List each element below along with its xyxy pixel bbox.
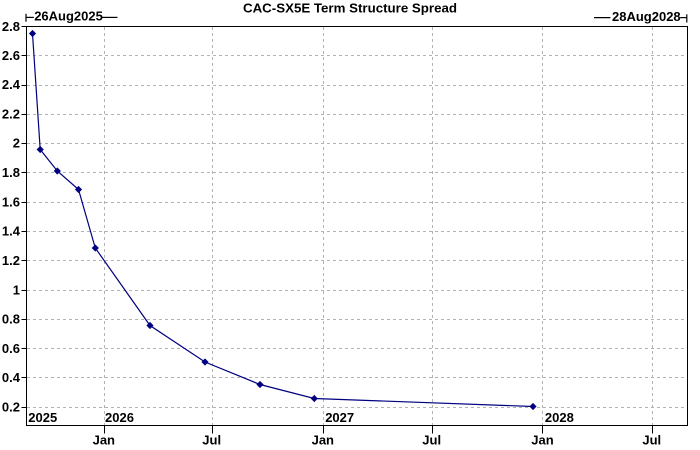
svg-text:2.8: 2.8	[2, 19, 20, 34]
svg-text:2028: 2028	[545, 410, 574, 425]
svg-text:Jul: Jul	[422, 433, 441, 448]
svg-text:2.4: 2.4	[2, 77, 21, 92]
svg-text:2027: 2027	[325, 410, 354, 425]
svg-text:Jul: Jul	[642, 433, 661, 448]
svg-text:0.4: 0.4	[2, 370, 21, 385]
svg-text:Jan: Jan	[93, 433, 115, 448]
svg-text:2.2: 2.2	[2, 106, 20, 121]
svg-text:Jan: Jan	[312, 433, 334, 448]
svg-text:1.8: 1.8	[2, 165, 20, 180]
svg-text:26Aug2025: 26Aug2025	[34, 9, 103, 24]
svg-text:Jan: Jan	[531, 433, 553, 448]
svg-text:2025: 2025	[28, 410, 57, 425]
svg-text:2: 2	[13, 136, 20, 151]
svg-text:0.8: 0.8	[2, 312, 20, 327]
svg-text:1.4: 1.4	[2, 224, 21, 239]
svg-text:1.2: 1.2	[2, 253, 20, 268]
svg-text:1: 1	[13, 282, 20, 297]
svg-text:CAC-SX5E Term Structure Spread: CAC-SX5E Term Structure Spread	[243, 1, 457, 16]
svg-text:0.2: 0.2	[2, 400, 20, 415]
svg-text:2026: 2026	[105, 410, 134, 425]
svg-text:2.6: 2.6	[2, 48, 20, 63]
svg-text:28Aug2028: 28Aug2028	[612, 9, 681, 24]
svg-text:1.6: 1.6	[2, 194, 20, 209]
svg-text:Jul: Jul	[202, 433, 221, 448]
svg-text:0.6: 0.6	[2, 341, 20, 356]
